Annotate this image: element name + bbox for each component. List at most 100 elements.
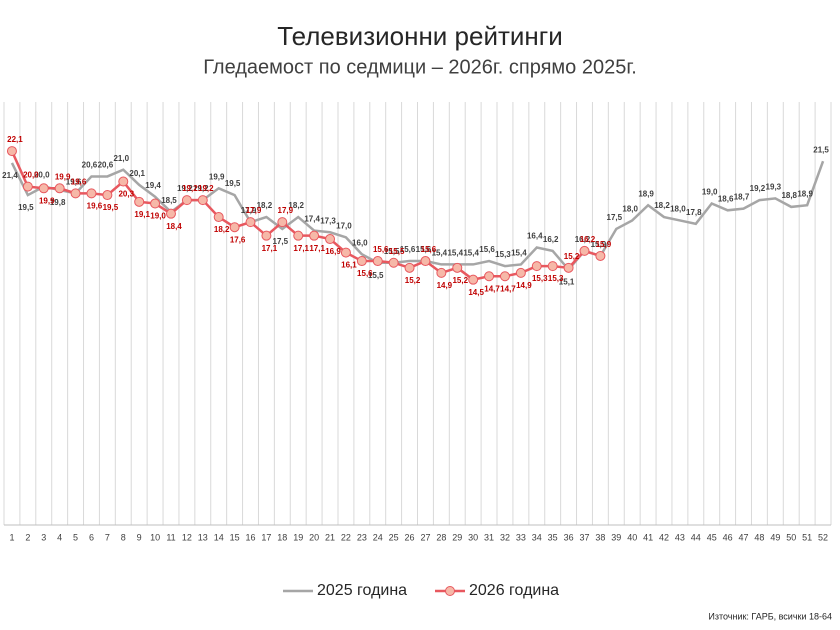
data-label: 17,8 — [686, 208, 702, 217]
data-label: 18,9 — [797, 189, 813, 198]
data-label: 15,3 — [548, 274, 564, 283]
data-label: 19,6 — [66, 177, 82, 186]
data-label: 17,5 — [273, 237, 289, 246]
point — [229, 222, 240, 233]
data-label: 18,2 — [654, 201, 670, 210]
data-label: 19,5 — [225, 179, 241, 188]
data-label: 20,1 — [129, 169, 145, 178]
legend-label: 2026 година — [469, 582, 559, 599]
chart-subtitle: Гледаемост по седмици – 2026г. спрямо 20… — [203, 56, 637, 78]
data-label: 17,1 — [262, 244, 278, 253]
data-label: 19,0 — [150, 212, 166, 221]
data-label: 15,2 — [405, 276, 421, 285]
x-tick-label: 40 — [627, 532, 637, 542]
data-label: 15,6 — [400, 245, 416, 254]
point — [563, 262, 574, 273]
x-tick-label: 49 — [770, 532, 780, 542]
x-tick-label: 14 — [214, 532, 224, 542]
x-tick-label: 48 — [754, 532, 764, 542]
data-label: 16,1 — [341, 261, 357, 270]
data-label: 15,5 — [389, 247, 405, 256]
source: Източник: ГАРБ, всички 18-64 — [708, 611, 832, 621]
point — [277, 217, 288, 228]
data-label: 20,6 — [98, 161, 114, 170]
x-tick-label: 10 — [150, 532, 160, 542]
data-label: 17,9 — [246, 206, 262, 215]
x-tick-label: 51 — [802, 532, 812, 542]
data-label: 15,2 — [452, 276, 468, 285]
data-label: 15,5 — [384, 247, 400, 256]
data-label: 19,6 — [71, 177, 87, 186]
data-label: 17,9 — [241, 206, 257, 215]
x-tick-label: 18 — [277, 532, 287, 542]
x-tick-label: 21 — [325, 532, 335, 542]
point — [452, 262, 463, 273]
data-label: 14,7 — [500, 284, 516, 293]
legend-marker — [445, 586, 455, 596]
x-tick-label: 3 — [41, 532, 46, 542]
point — [70, 188, 81, 199]
x-tick-label: 35 — [548, 532, 558, 542]
point — [165, 208, 176, 219]
data-label: 16,2 — [580, 235, 596, 244]
chart-title: Телевизионни рейтинги — [277, 21, 563, 51]
x-tick-label: 29 — [452, 532, 462, 542]
x-tick-label: 43 — [675, 532, 685, 542]
x-tick-label: 39 — [611, 532, 621, 542]
x-tick-label: 42 — [659, 532, 669, 542]
data-label: 15,4 — [432, 249, 448, 258]
x-tick-label: 9 — [137, 532, 142, 542]
data-label: 18,6 — [718, 194, 734, 203]
data-label: 18,0 — [670, 205, 686, 214]
point — [436, 267, 447, 278]
data-label: 15,6 — [479, 245, 495, 254]
data-label: 18,0 — [622, 205, 638, 214]
data-label: 19,0 — [702, 188, 718, 197]
x-tick-label: 31 — [484, 532, 494, 542]
point — [38, 183, 49, 194]
data-label: 16,2 — [575, 235, 591, 244]
x-tick-label: 17 — [261, 532, 271, 542]
x-tick-label: 15 — [230, 532, 240, 542]
x-tick-label: 26 — [405, 532, 415, 542]
data-label: 18,2 — [257, 201, 273, 210]
x-tick-label: 27 — [420, 532, 430, 542]
data-label: 17,9 — [278, 206, 294, 215]
x-tick-label: 25 — [389, 532, 399, 542]
data-label: 15,2 — [564, 252, 580, 261]
x-tick-label: 1 — [9, 532, 14, 542]
point — [579, 245, 590, 256]
x-tick-label: 36 — [564, 532, 574, 542]
point — [118, 176, 129, 187]
data-label: 20,0 — [23, 171, 39, 180]
point — [197, 195, 208, 206]
x-tick-label: 5 — [73, 532, 78, 542]
point — [261, 230, 272, 241]
point — [515, 267, 526, 278]
data-label: 19,9 — [209, 172, 225, 181]
data-label: 18,2 — [288, 201, 304, 210]
data-label: 20,3 — [118, 190, 134, 199]
x-tick-label: 50 — [786, 532, 796, 542]
data-label: 17,0 — [336, 221, 352, 230]
data-label: 16,0 — [352, 238, 368, 247]
data-label: 20,6 — [82, 161, 98, 170]
point — [150, 198, 161, 209]
x-tick-label: 8 — [121, 532, 126, 542]
x-tick-label: 20 — [309, 532, 319, 542]
data-label: 17,6 — [230, 235, 246, 244]
legend-label: 2025 година — [317, 582, 407, 599]
point — [356, 256, 367, 267]
data-label: 18,9 — [638, 189, 654, 198]
x-tick-label: 46 — [723, 532, 733, 542]
data-label: 19,4 — [145, 181, 161, 190]
x-tick-label: 23 — [357, 532, 367, 542]
point — [181, 195, 192, 206]
data-label: 17,5 — [607, 213, 623, 222]
x-tick-label: 13 — [198, 532, 208, 542]
data-label: 19,6 — [87, 201, 103, 210]
point — [54, 183, 65, 194]
data-label: 17,1 — [293, 244, 309, 253]
x-tick-label: 22 — [341, 532, 351, 542]
data-label: 15,4 — [463, 249, 479, 258]
